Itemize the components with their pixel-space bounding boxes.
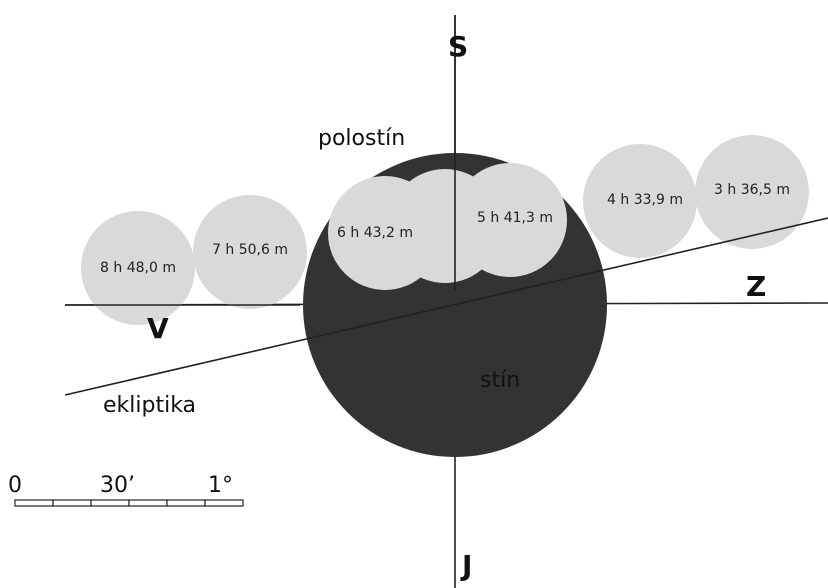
moon-time: 4 h 33,9 m [607, 192, 683, 208]
moon [193, 195, 307, 309]
moon-time: 6 h 43,2 m [337, 225, 413, 241]
moon-time: 7 h 50,6 m [212, 242, 288, 258]
scale-label: 30’ [100, 473, 135, 498]
moon-time: 5 h 41,3 m [477, 210, 553, 226]
moon [453, 163, 567, 277]
moon [695, 135, 809, 249]
moon-time: 3 h 36,5 m [714, 182, 790, 198]
moon [583, 144, 697, 258]
north-label: S [448, 30, 468, 63]
ecliptic-label: ekliptika [103, 393, 196, 418]
east-label: V [147, 312, 169, 345]
penumbra-label: polostín [318, 126, 405, 151]
umbra-label: stín [480, 368, 520, 393]
scale-label: 0 [8, 473, 22, 498]
south-label: J [460, 549, 472, 582]
moon-time: 8 h 48,0 m [100, 260, 176, 276]
moon [81, 211, 195, 325]
ecliptic-line [64, 217, 828, 396]
west-label: Z [746, 270, 766, 303]
scale-label: 1° [208, 473, 233, 498]
scale-bar [14, 499, 244, 507]
